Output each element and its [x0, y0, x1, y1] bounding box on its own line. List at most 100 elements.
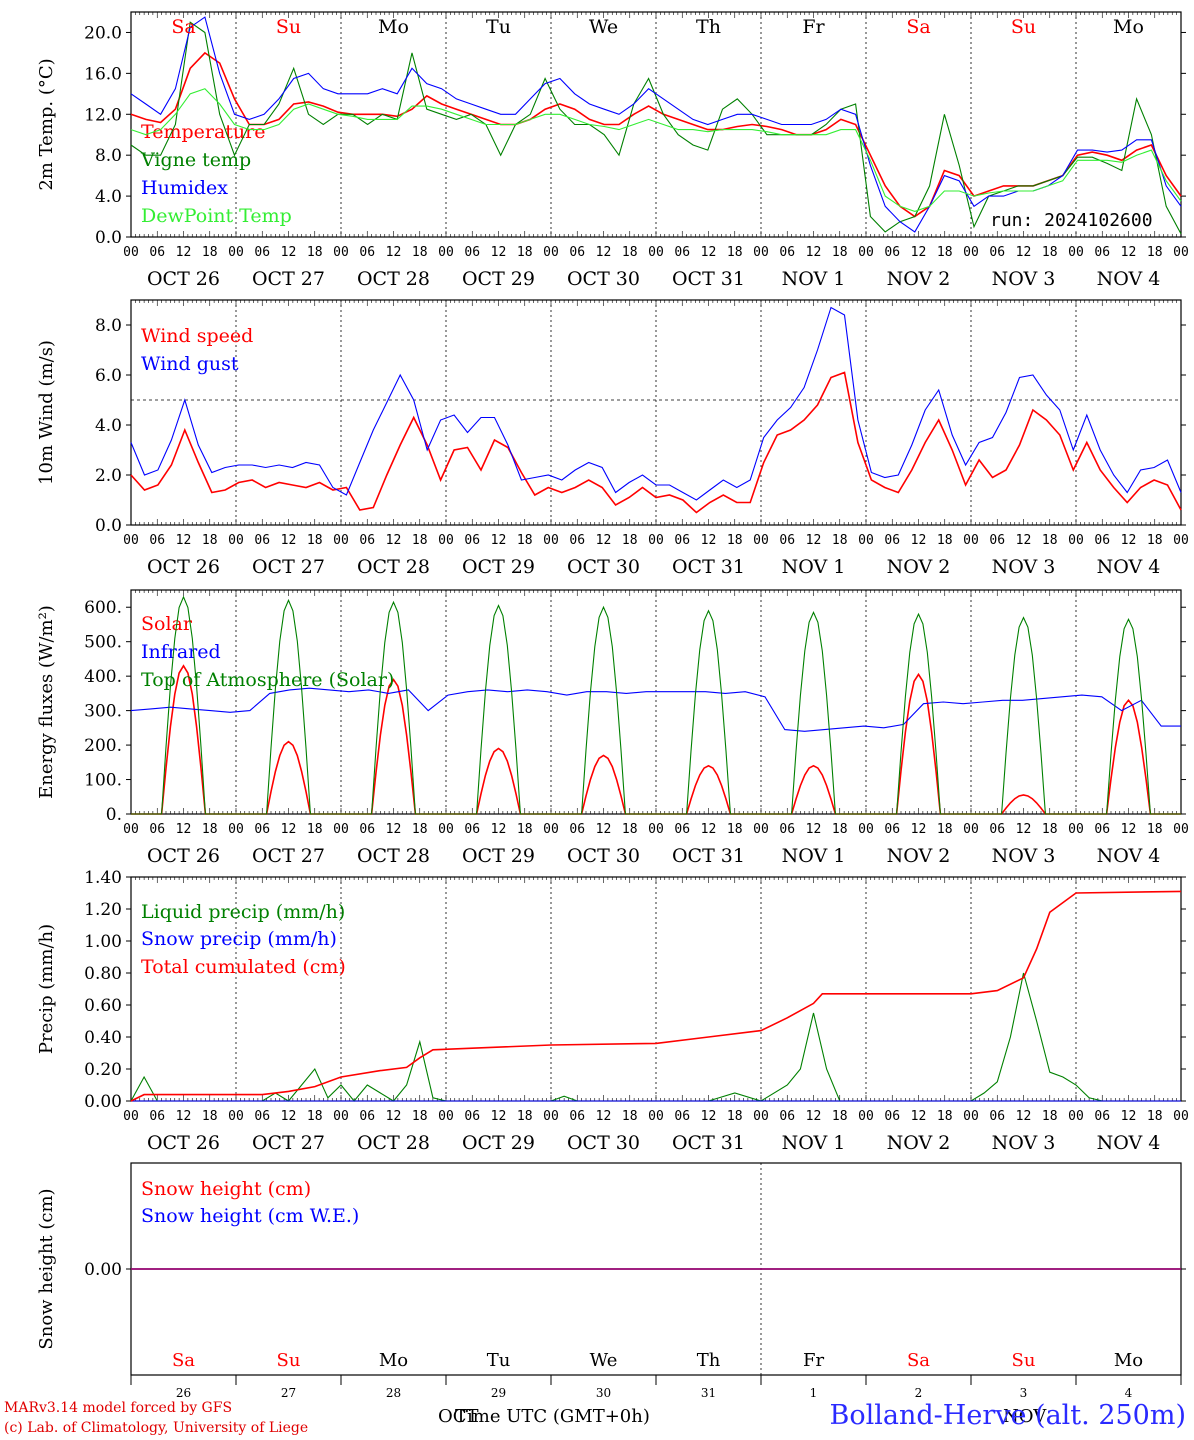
date-label: OCT 28 [357, 556, 430, 578]
hour-label: 00 [438, 1109, 454, 1124]
day-name-bottom: We [590, 1350, 618, 1371]
date-label: NOV 2 [887, 845, 951, 867]
hour-label: 12 [386, 1109, 402, 1124]
hour-label: 06 [884, 822, 900, 837]
date-label: NOV 1 [782, 1132, 846, 1154]
day-name-bottom: Th [697, 1350, 721, 1371]
hour-label: 12 [281, 245, 297, 260]
date-label: NOV 4 [1097, 556, 1161, 578]
hour-label: 06 [1094, 245, 1110, 260]
hour-label: 18 [1042, 822, 1058, 837]
hour-label: 06 [1094, 533, 1110, 548]
date-label: NOV 1 [782, 556, 846, 578]
y-axis-label: Snow height (cm) [36, 1188, 57, 1349]
bottom-month-oct: OCT [438, 1406, 479, 1427]
hour-label: 18 [202, 822, 218, 837]
hour-label: 06 [884, 533, 900, 548]
hour-label: 18 [517, 822, 533, 837]
bottom-day-number: 2 [915, 1386, 923, 1400]
date-label: NOV 2 [887, 556, 951, 578]
hour-label: 12 [176, 245, 192, 260]
date-label: NOV 2 [887, 268, 951, 290]
hour-label: 06 [254, 1109, 270, 1124]
hour-label: 06 [569, 822, 585, 837]
date-label: NOV 4 [1097, 1132, 1161, 1154]
legend-entry: Snow precip (mm/h) [141, 928, 337, 950]
hour-label: 18 [937, 533, 953, 548]
hour-label: 00 [1068, 822, 1084, 837]
hour-label: 12 [1121, 1109, 1137, 1124]
day-name: We [589, 16, 618, 38]
bottom-day-number: 1 [810, 1386, 818, 1400]
day-name-bottom: Su [277, 1350, 301, 1371]
hour-label: 18 [1147, 1109, 1163, 1124]
hour-label: 00 [1173, 245, 1189, 260]
hour-label: 00 [648, 533, 664, 548]
hour-label: 18 [937, 1109, 953, 1124]
hour-label: 12 [806, 1109, 822, 1124]
bottom-day-number: 28 [386, 1386, 401, 1400]
hour-label: 18 [517, 533, 533, 548]
hour-label: 00 [123, 1109, 139, 1124]
hour-label: 00 [438, 822, 454, 837]
hour-label: 06 [1094, 1109, 1110, 1124]
legend-entry: Infrared [141, 641, 221, 663]
y-axis-label: 2m Temp. (°C) [36, 58, 57, 190]
bottom-day-number: 4 [1125, 1386, 1133, 1400]
hour-label: 00 [963, 822, 979, 837]
hour-label: 00 [648, 245, 664, 260]
bottom-day-number: 29 [491, 1386, 506, 1400]
hour-label: 06 [989, 822, 1005, 837]
credit-lab: (c) Lab. of Climatology, University of L… [4, 1420, 309, 1436]
y-tick-label: 1.40 [84, 868, 122, 888]
hour-label: 18 [622, 245, 638, 260]
hour-label: 18 [517, 245, 533, 260]
hour-label: 18 [307, 822, 323, 837]
hour-label: 00 [1173, 533, 1189, 548]
hour-label: 06 [674, 245, 690, 260]
date-label: NOV 1 [782, 268, 846, 290]
hour-label: 06 [464, 245, 480, 260]
hour-label: 06 [674, 822, 690, 837]
hour-label: 18 [412, 245, 428, 260]
hour-label: 00 [753, 822, 769, 837]
y-tick-label: 12.0 [84, 105, 122, 125]
series-line-wind-gust [130, 306, 1182, 501]
hour-label: 12 [386, 822, 402, 837]
hour-label: 12 [1121, 533, 1137, 548]
hour-label: 06 [359, 1109, 375, 1124]
hour-label: 06 [359, 245, 375, 260]
series-line-dewpoint-temp [130, 88, 1182, 212]
hour-label: 06 [989, 245, 1005, 260]
hour-label: 12 [1016, 1109, 1032, 1124]
hour-label: 00 [1068, 245, 1084, 260]
hour-label: 06 [569, 1109, 585, 1124]
hour-label: 12 [701, 245, 717, 260]
hour-label: 18 [202, 533, 218, 548]
legend-entry: Humidex [141, 177, 228, 199]
date-label: NOV 3 [992, 845, 1056, 867]
hour-label: 12 [701, 533, 717, 548]
date-label: OCT 31 [672, 1132, 745, 1154]
day-name: Su [276, 16, 301, 38]
series-line-temperature [130, 51, 1182, 218]
hour-label: 12 [491, 245, 507, 260]
hour-label: 06 [359, 822, 375, 837]
y-axis-label: 10m Wind (m/s) [36, 340, 57, 485]
hour-label: 18 [832, 533, 848, 548]
hour-label: 00 [333, 245, 349, 260]
series-line-top-of-atmosphere-solar- [131, 595, 1181, 815]
hour-label: 12 [596, 245, 612, 260]
run-label: run: 2024102600 [990, 210, 1153, 231]
hour-label: 06 [359, 533, 375, 548]
hour-label: 06 [464, 1109, 480, 1124]
hour-label: 00 [858, 1109, 874, 1124]
y-tick-label: 0.0 [95, 516, 122, 536]
hour-label: 06 [149, 533, 165, 548]
hour-label: 00 [858, 245, 874, 260]
hour-label: 06 [884, 245, 900, 260]
date-label: OCT 27 [252, 1132, 325, 1154]
y-tick-label: 0. [106, 805, 122, 825]
day-name-bottom: Su [1012, 1350, 1036, 1371]
